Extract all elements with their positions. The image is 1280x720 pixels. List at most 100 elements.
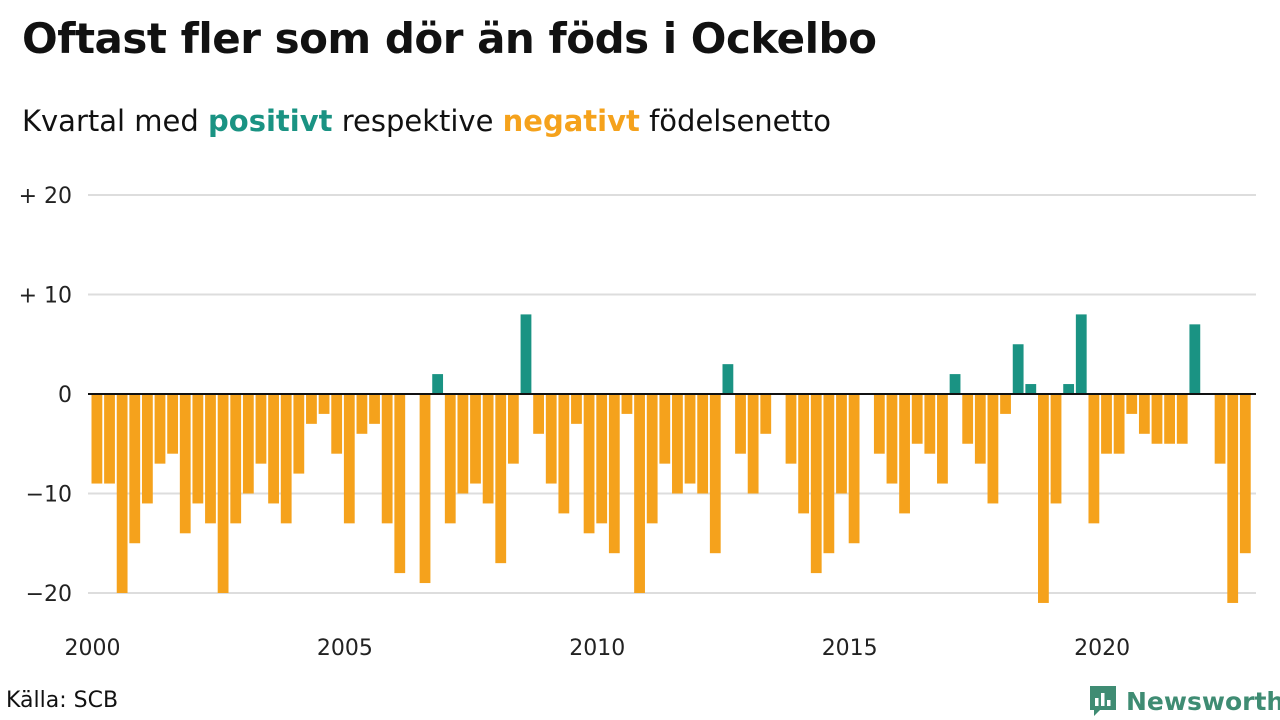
x-tick-label: 2020 <box>1074 636 1130 661</box>
bar <box>873 394 885 454</box>
bar <box>1063 384 1075 394</box>
bar <box>293 394 305 474</box>
bar <box>280 394 292 524</box>
bar <box>823 394 835 554</box>
bar <box>886 394 898 484</box>
x-tick-label: 2015 <box>822 636 878 661</box>
newsworthy-logo-icon <box>1090 686 1116 716</box>
bar <box>129 394 141 544</box>
source-note: Källa: SCB <box>6 688 119 713</box>
brand-name: Newsworthy <box>1126 686 1280 716</box>
bar <box>533 394 544 434</box>
bar <box>104 394 115 484</box>
bar <box>1176 394 1188 444</box>
subtitle-negative: negativt <box>502 104 640 138</box>
bar <box>495 394 507 564</box>
bar <box>1113 394 1125 454</box>
bar <box>1101 394 1112 454</box>
bar <box>974 394 986 464</box>
bar <box>381 394 393 524</box>
bar <box>318 394 330 414</box>
bar <box>116 394 128 593</box>
bar <box>634 394 645 593</box>
bar <box>747 394 759 494</box>
bar <box>1038 394 1049 603</box>
bar <box>205 394 216 524</box>
bar <box>419 394 431 584</box>
bar <box>735 394 746 454</box>
bar <box>520 314 532 394</box>
bar <box>621 394 633 414</box>
bar <box>583 394 595 534</box>
bar <box>848 394 860 544</box>
y-tick-label: + 20 <box>19 184 72 209</box>
bar <box>672 394 683 494</box>
bar <box>1151 394 1163 444</box>
bar <box>949 374 961 394</box>
bar <box>1164 394 1175 444</box>
bar <box>444 394 456 524</box>
subtitle-part3: födelsenetto <box>639 104 831 138</box>
bar <box>911 394 923 444</box>
bar <box>331 394 343 454</box>
bar <box>230 394 242 524</box>
bar <box>810 394 822 574</box>
bar <box>1126 394 1138 414</box>
bar <box>987 394 999 504</box>
bar <box>798 394 810 514</box>
bar <box>369 394 380 424</box>
bar <box>1227 394 1239 603</box>
bar <box>1025 384 1037 394</box>
bar <box>167 394 179 454</box>
bar <box>91 394 103 484</box>
bar <box>571 394 582 424</box>
chart-subtitle: Kvartal med positivt respektive negativt… <box>22 104 831 138</box>
bar <box>1138 394 1150 434</box>
bar <box>899 394 910 514</box>
x-tick-label: 2005 <box>317 636 373 661</box>
bar <box>545 394 557 484</box>
bar <box>1075 314 1087 394</box>
bar <box>1050 394 1062 504</box>
subtitle-part1: Kvartal med <box>22 104 209 138</box>
bar <box>141 394 153 504</box>
bar <box>242 394 254 494</box>
bar <box>684 394 696 484</box>
bar <box>962 394 974 444</box>
bar <box>306 394 317 424</box>
bar <box>785 394 797 464</box>
bar <box>217 394 229 593</box>
bar <box>1000 394 1011 414</box>
y-tick-label: −10 <box>26 483 72 508</box>
bar <box>255 394 267 464</box>
bar <box>1239 394 1251 554</box>
bar <box>709 394 721 554</box>
bar <box>192 394 204 504</box>
bar <box>1012 344 1024 394</box>
bar <box>343 394 355 524</box>
bar <box>394 394 406 574</box>
bar <box>937 394 948 484</box>
bar <box>760 394 772 434</box>
bar <box>608 394 620 554</box>
bar <box>268 394 279 504</box>
bar <box>646 394 658 524</box>
brand-logo: Newsworthy <box>1088 684 1280 718</box>
bar <box>154 394 166 464</box>
bar <box>470 394 481 484</box>
chart-title: Oftast fler som dör än föds i Ockelbo <box>22 14 877 63</box>
bar <box>924 394 936 454</box>
bar <box>596 394 608 524</box>
bar <box>356 394 368 434</box>
bar <box>179 394 191 534</box>
bar <box>722 364 734 394</box>
bar <box>432 374 444 394</box>
y-tick-label: −20 <box>26 582 72 607</box>
x-tick-label: 2010 <box>569 636 625 661</box>
x-tick-label: 2000 <box>65 636 121 661</box>
bar <box>836 394 847 494</box>
bar <box>659 394 671 464</box>
y-tick-label: 0 <box>58 383 72 408</box>
bar <box>507 394 519 464</box>
